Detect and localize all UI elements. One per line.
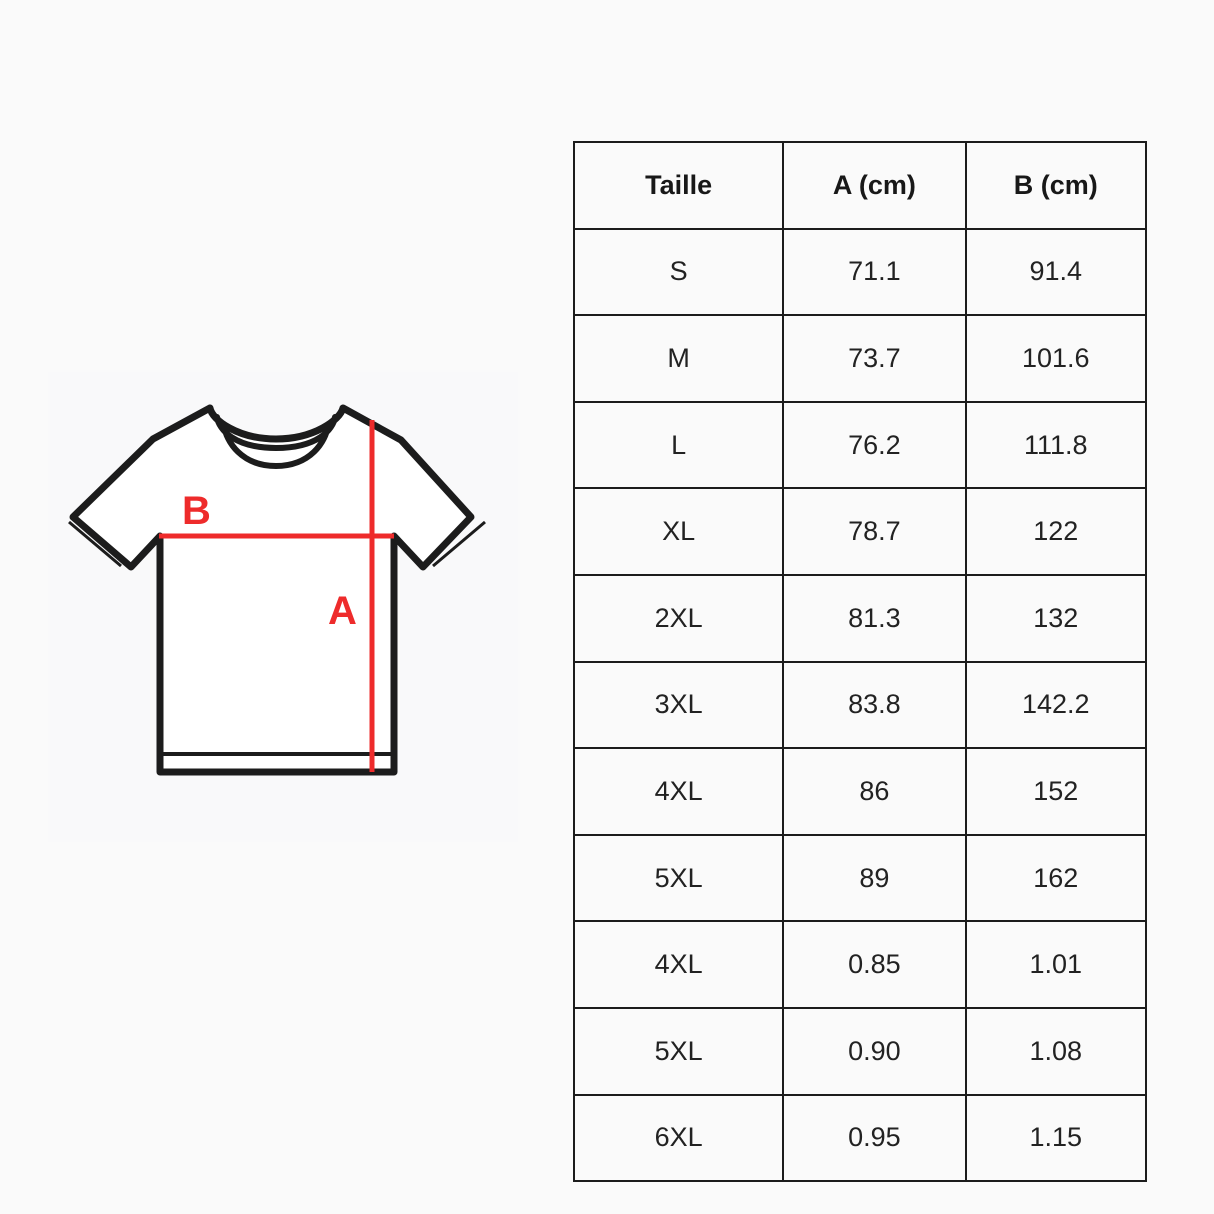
svg-text:B: B [182, 489, 211, 533]
svg-text:A: A [328, 589, 357, 633]
